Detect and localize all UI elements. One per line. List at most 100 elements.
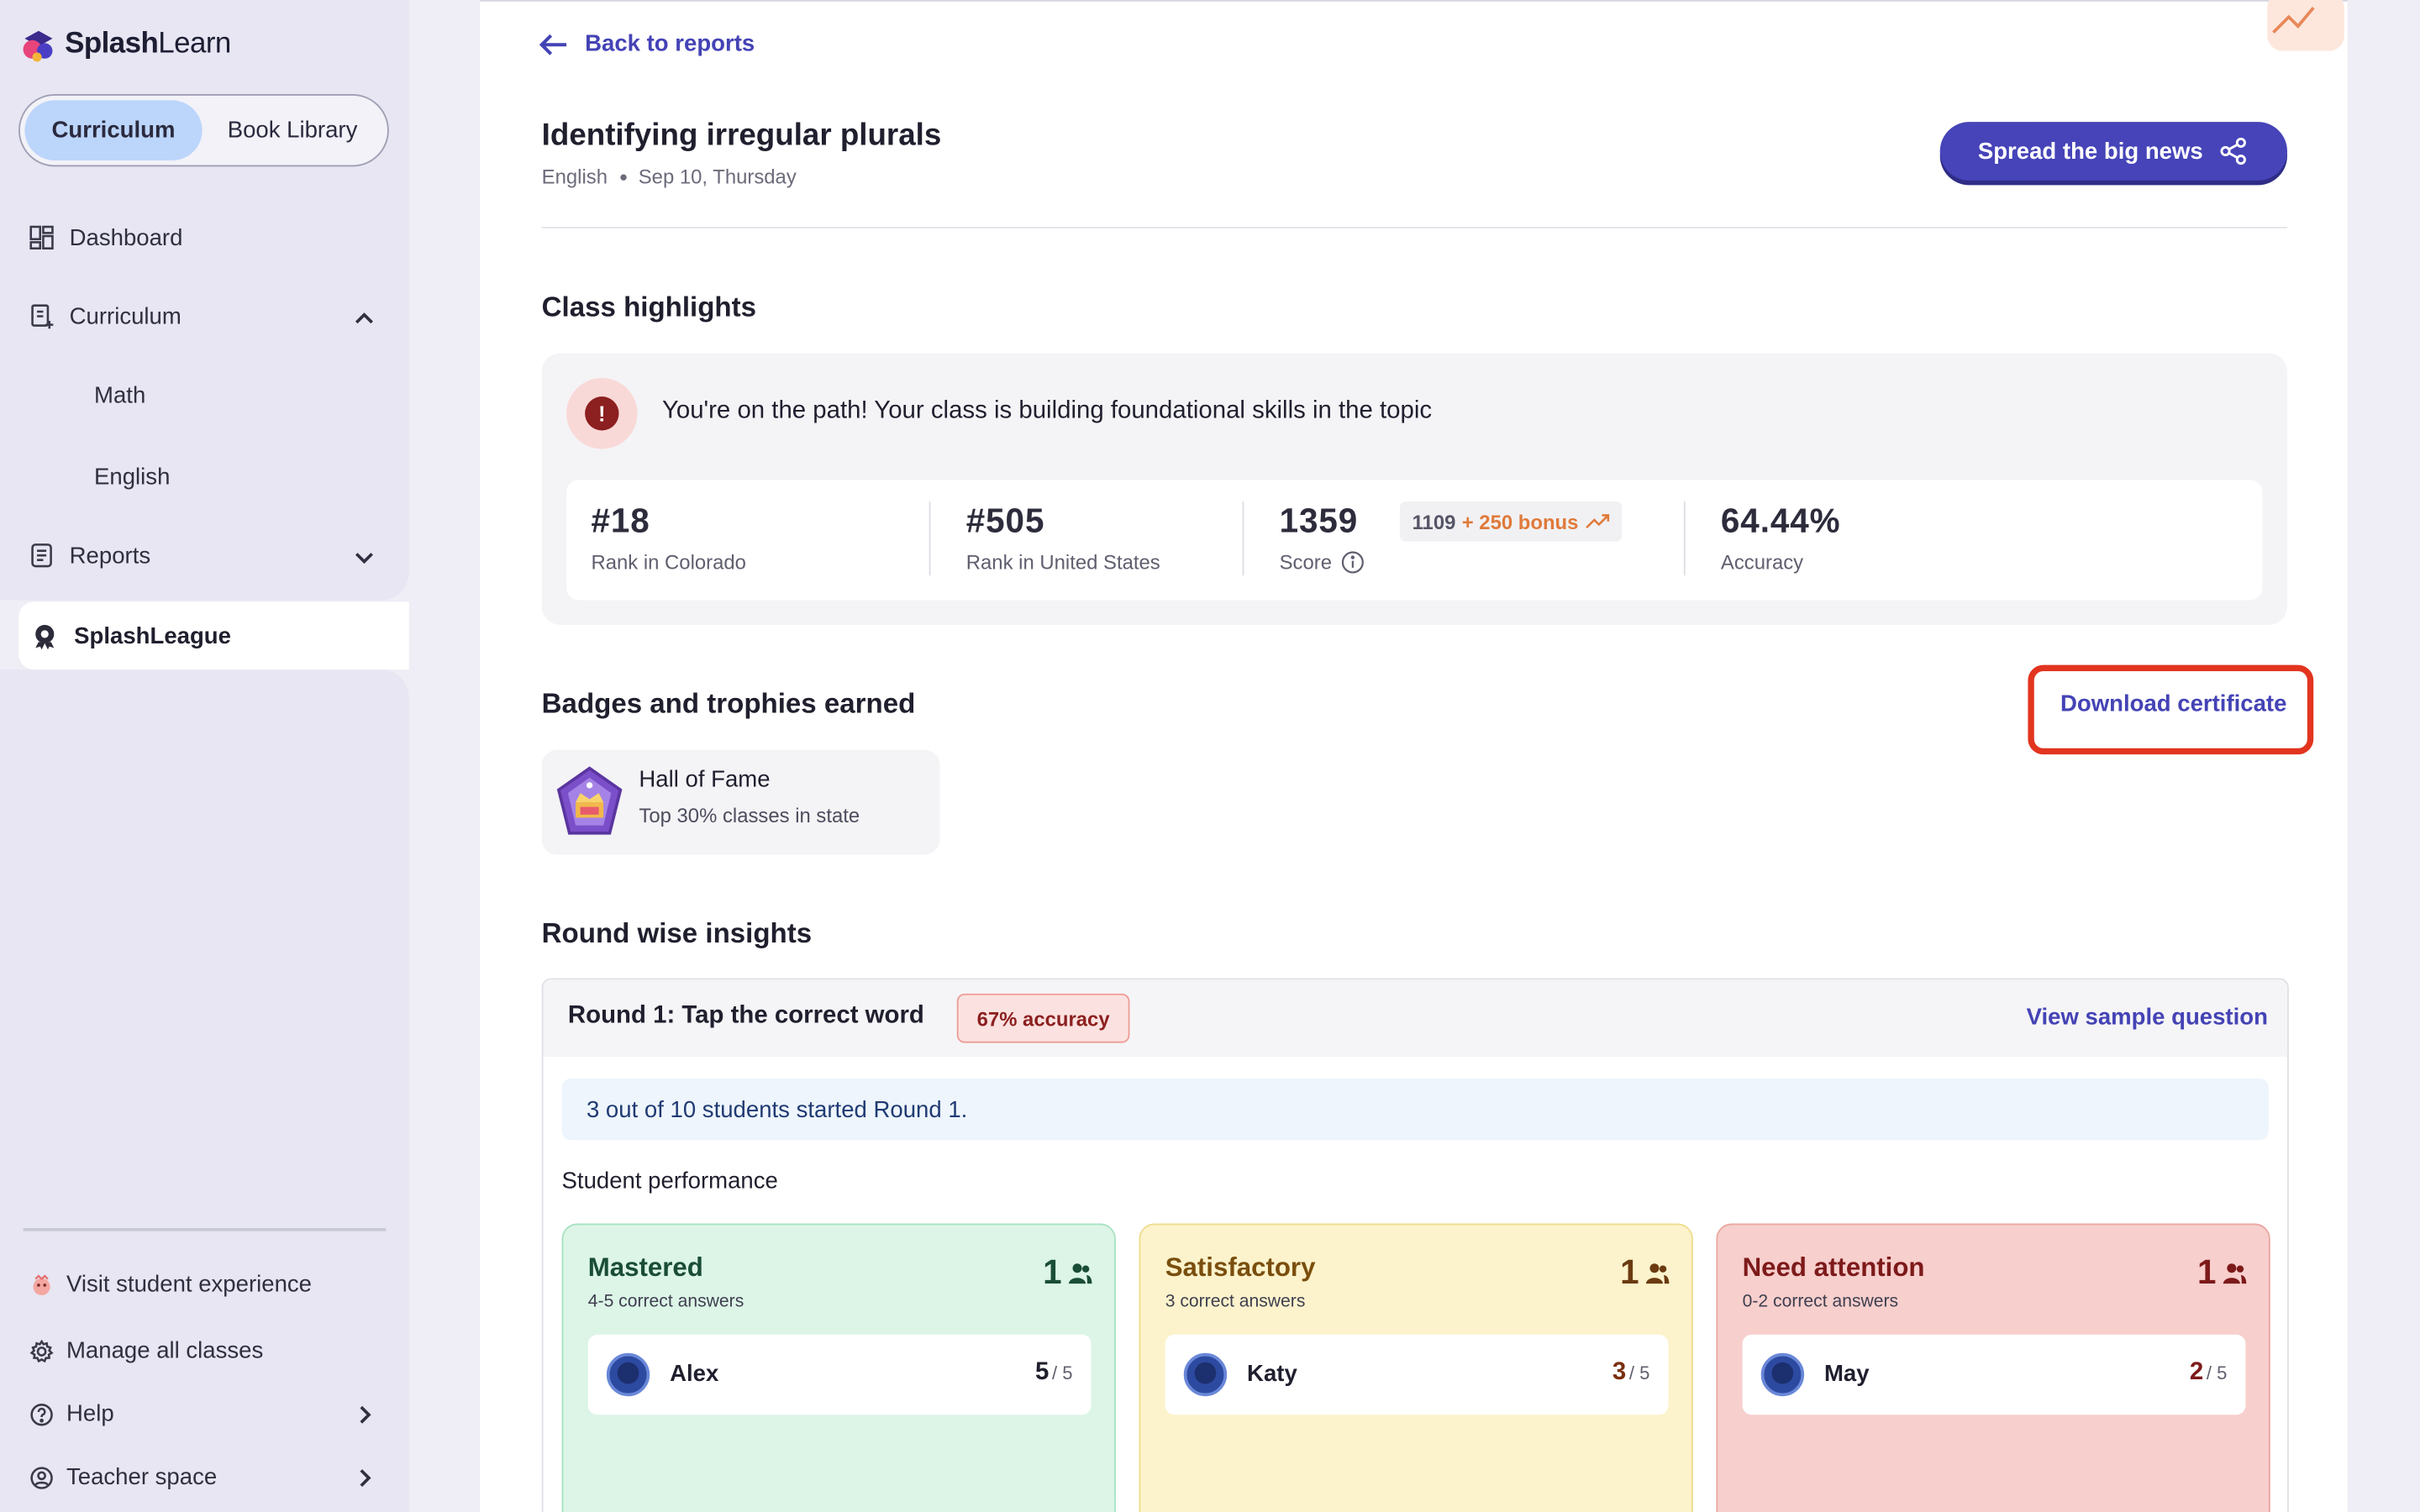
round-card: Round 1: Tap the correct word 67% accura… [541, 978, 2289, 1512]
reports-icon [31, 543, 52, 568]
chevron-right-icon[interactable] [354, 1467, 376, 1489]
back-to-reports-link[interactable]: Back to reports [539, 31, 755, 57]
badge-description: Top 30% classes in state [639, 803, 860, 827]
library-switch: Curriculum Book Library [18, 94, 389, 167]
spread-button-label: Spread the big news [1977, 138, 2203, 165]
download-certificate-link[interactable]: Download certificate [2060, 690, 2287, 718]
student-count: 1 [1043, 1252, 1092, 1293]
stat-value: #18 [591, 501, 650, 540]
stat-score: 1359 Score [1280, 501, 1365, 574]
trend-up-icon [1585, 514, 1609, 529]
sidebar-item-splashleague[interactable]: SplashLeague [18, 601, 409, 670]
help-icon [30, 1403, 53, 1425]
performance-subtitle: 3 correct answers [1165, 1293, 1306, 1312]
sidebar-item-english[interactable]: English [94, 464, 171, 491]
student-name: Alex [670, 1360, 719, 1388]
chevron-right-icon[interactable] [354, 1404, 376, 1425]
report-main-panel: Back to reports Identifying irregular pl… [480, 0, 2348, 1512]
tab-book-library[interactable]: Book Library [227, 117, 358, 144]
info-icon[interactable] [1341, 551, 1365, 575]
avatar [1183, 1352, 1228, 1397]
student-row[interactable]: Katy 3/ 5 [1165, 1334, 1669, 1415]
logo-icon [23, 30, 53, 62]
share-icon [2221, 137, 2247, 165]
help-link[interactable]: Help [29, 1401, 114, 1427]
user-circle-icon [30, 1466, 53, 1488]
alert-icon: ! [566, 377, 638, 449]
performance-subtitle: 4-5 correct answers [587, 1293, 744, 1312]
stat-divider [1683, 501, 1686, 576]
score-breakdown-pill: 1109 + 250 bonus [1399, 501, 1622, 542]
visit-student-experience-link[interactable]: Visit student experience [29, 1271, 312, 1298]
stat-divider [929, 501, 931, 576]
manage-classes-link[interactable]: Manage all classes [29, 1337, 264, 1364]
footer-item-label: Teacher space [66, 1464, 218, 1491]
round-header: Round 1: Tap the correct word 67% accura… [543, 979, 2287, 1058]
back-link-label: Back to reports [585, 30, 755, 57]
student-score: 5/ 5 [1034, 1359, 1073, 1386]
sidebar-item-dashboard[interactable]: Dashboard [28, 223, 182, 251]
stat-label: Rank in United States [965, 550, 1160, 575]
avatar [606, 1352, 650, 1397]
sidebar-item-math[interactable]: Math [94, 382, 146, 409]
student-performance-label: Student performance [561, 1168, 778, 1194]
footer-item-label: Manage all classes [66, 1337, 264, 1364]
sidebar-item-reports[interactable]: Reports [28, 542, 150, 570]
header-divider [541, 226, 2287, 228]
splashlearn-logo[interactable]: SplashLearn [18, 24, 231, 65]
stat-label: Accuracy [1720, 550, 1804, 575]
stat-value: #505 [965, 501, 1045, 540]
dashboard-icon [29, 225, 54, 249]
users-icon [1645, 1263, 1670, 1284]
avatar [1760, 1352, 1805, 1397]
chevron-up-icon[interactable] [352, 306, 376, 330]
logo-text: SplashLearn [65, 28, 231, 60]
users-icon [1068, 1263, 1092, 1284]
teacher-space-link[interactable]: Teacher space [29, 1464, 217, 1490]
stat-label: Rank in Colorado [591, 550, 746, 575]
stat-rank-country: #505 Rank in United States [966, 501, 1160, 574]
highlight-message: You're on the path! Your class is buildi… [661, 397, 1433, 425]
league-icon [35, 624, 55, 650]
sidebar-item-label: SplashLeague [74, 622, 231, 649]
sidebar-item-curriculum[interactable]: Curriculum [28, 302, 182, 330]
student-row[interactable]: Alex 5/ 5 [587, 1334, 1092, 1415]
stat-value: 64.44% [1720, 501, 1841, 540]
score-bonus: + 250 bonus [1461, 510, 1579, 533]
footer-item-label: Help [66, 1400, 114, 1427]
student-name: Katy [1247, 1360, 1297, 1388]
badge-card: Hall of Fame Top 30% classes in state [541, 749, 940, 855]
subject-label: English [541, 165, 608, 189]
performance-title: Need attention [1742, 1252, 1925, 1283]
tab-curriculum[interactable]: Curriculum [24, 100, 203, 161]
arrow-left-icon [539, 33, 567, 55]
student-icon [33, 1273, 50, 1294]
trend-decoration-icon [2267, 0, 2344, 51]
spread-the-news-button[interactable]: Spread the big news [1939, 122, 2287, 181]
page-meta: English Sep 10, Thursday [542, 165, 797, 189]
performance-title: Satisfactory [1165, 1252, 1316, 1283]
stat-value: 1359 [1279, 501, 1359, 540]
hall-of-fame-badge-icon [556, 766, 623, 835]
chevron-down-icon[interactable] [352, 544, 376, 569]
badge-name: Hall of Fame [639, 766, 771, 794]
class-highlights-card: ! You're on the path! Your class is buil… [541, 353, 2287, 625]
page-title: Identifying irregular plurals [541, 118, 942, 153]
class-highlights-title: Class highlights [541, 291, 757, 323]
sidebar-top-panel [0, 0, 409, 601]
badges-title: Badges and trophies earned [541, 688, 916, 719]
student-score: 3/ 5 [1612, 1359, 1650, 1386]
performance-title: Mastered [587, 1252, 703, 1283]
performance-card-mastered: Mastered 4-5 correct answers 1 Alex 5/ 5 [561, 1223, 1116, 1512]
curriculum-icon [31, 304, 54, 329]
round-info-bar: 3 out of 10 students started Round 1. [561, 1078, 2269, 1141]
highlight-frame [2028, 664, 2314, 755]
view-sample-question-link[interactable]: View sample question [2026, 1004, 2268, 1031]
stat-accuracy: 64.44% Accuracy [1721, 501, 1841, 574]
student-count: 1 [1620, 1252, 1670, 1293]
stat-divider [1242, 501, 1244, 576]
student-row[interactable]: May 2/ 5 [1742, 1334, 2246, 1415]
round-insights-title: Round wise insights [541, 917, 813, 949]
date-label: Sep 10, Thursday [638, 165, 797, 189]
student-score: 2/ 5 [2189, 1359, 2228, 1386]
